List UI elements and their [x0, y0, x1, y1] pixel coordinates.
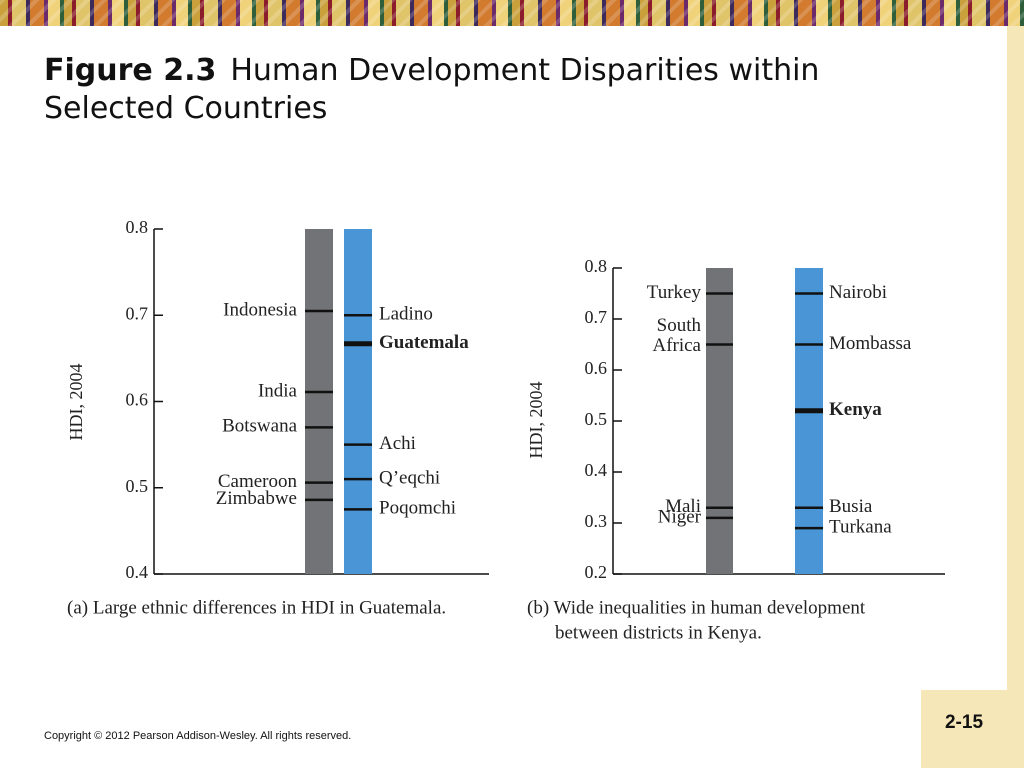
y-tick-label: 0.4: [126, 562, 149, 582]
chart-panel-a: 0.8 0.7 0.6 0.5 0.4 HDI, 2004 Indonesia India Bo…: [66, 217, 489, 618]
hdi-marker-label: Q’eqchi: [379, 467, 440, 488]
hdi-marker-label: Mali: [665, 496, 701, 517]
copyright-notice: Copyright © 2012 Pearson Addison-Wesley.…: [44, 730, 352, 742]
hdi-marker-label: Ladino: [379, 304, 433, 325]
hdi-marker-label: Achi: [379, 433, 416, 454]
y-tick-label: 0.6: [126, 390, 149, 410]
y-tick-label: 0.5: [585, 409, 608, 429]
chart-caption: (b) Wide inequalities in human developme…: [527, 597, 866, 618]
y-tick-label: 0.6: [585, 358, 608, 378]
y-tick-label: 0.3: [585, 511, 608, 531]
country-comparison-bar: [706, 268, 733, 574]
chart-panel-b: 0.8 0.7 0.6 0.5 0.4 0.3 0.2 HDI, 2004 Turkey Sout…: [526, 256, 945, 643]
y-tick-label: 0.5: [126, 476, 149, 496]
hdi-marker-label: Niger: [658, 506, 702, 527]
chart-caption: (a) Large ethnic differences in HDI in G…: [67, 597, 446, 618]
y-axis-title: HDI, 2004: [66, 364, 86, 441]
y-tick-label: 0.2: [585, 562, 608, 582]
hdi-marker-label: Botswana: [222, 416, 298, 437]
hdi-marker-label: Nairobi: [829, 282, 887, 303]
y-tick-label: 0.7: [126, 303, 149, 323]
page-number: 2-15: [944, 712, 984, 733]
country-comparison-bar: [305, 229, 333, 574]
page-number-box: [921, 690, 1007, 768]
within-country-bar: [344, 229, 372, 574]
hdi-marker-label: Poqomchi: [379, 498, 456, 519]
slide-title: Figure 2.3 Human Development Disparities …: [44, 52, 944, 128]
within-country-bar: [795, 268, 823, 574]
hdi-marker-label: Mombassa: [829, 333, 912, 354]
hdi-marker-label: Guatemala: [379, 332, 469, 353]
hdi-marker-label: Zimbabwe: [216, 488, 297, 509]
hdi-marker-label: India: [258, 380, 298, 401]
y-tick-label: 0.8: [585, 256, 608, 276]
hdi-marker-label: South: [657, 315, 702, 336]
figure-title-text: Human Development Disparities within Sel…: [44, 53, 820, 126]
hdi-marker-label: Turkana: [829, 516, 892, 537]
figure-number: Figure 2.3: [44, 53, 217, 88]
hdi-marker-label: Busia: [829, 496, 873, 517]
y-tick-label: 0.8: [126, 217, 149, 237]
y-axis-title: HDI, 2004: [526, 382, 546, 459]
decorative-side-strip: [1007, 26, 1024, 768]
decorative-pattern-band: [0, 0, 1024, 26]
hdi-marker-label: Africa: [652, 335, 701, 356]
chart-caption: between districts in Kenya.: [555, 622, 762, 643]
y-tick-label: 0.4: [585, 460, 608, 480]
hdi-marker-label: Cameroon: [218, 471, 298, 492]
hdi-marker-label: Indonesia: [223, 299, 297, 320]
hdi-marker-label: Kenya: [829, 399, 882, 420]
hdi-marker-label: Turkey: [647, 282, 702, 303]
y-tick-label: 0.7: [585, 307, 608, 327]
